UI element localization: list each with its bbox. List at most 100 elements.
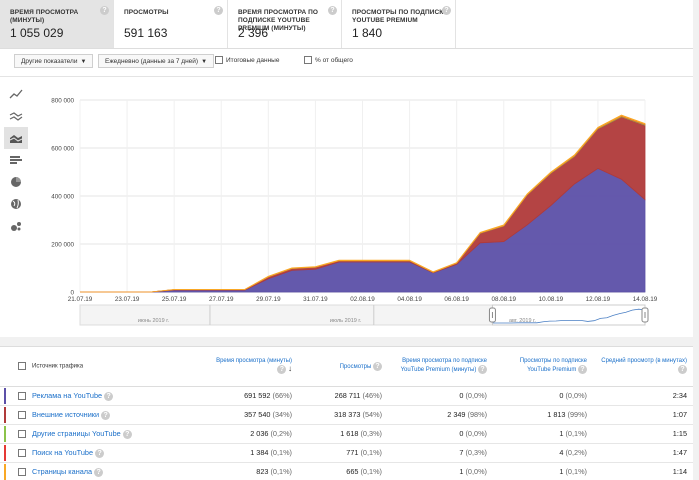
y-tick-label: 200 000 (51, 242, 74, 249)
metric-label: ПРОСМОТРЫ ПО ПОДПИСКЕ YOUTUBE PREMIUM (352, 9, 448, 24)
help-icon[interactable]: ? (678, 365, 687, 375)
other-metrics-dropdown[interactable]: Другие показатели ▼ (14, 54, 94, 68)
pie-chart-icon[interactable] (4, 171, 28, 193)
navigator-month-label: июль 2019 г. (330, 318, 362, 324)
avg-duration-cell: 1:47 (593, 443, 693, 463)
help-icon[interactable]: ? (122, 429, 132, 439)
traffic-source-table: Источник трафика Время просмотра (минуты… (0, 347, 693, 480)
premium-time-cell: 0 (0,0%) (388, 424, 493, 444)
percent-checkbox[interactable]: % от общего (304, 56, 353, 64)
x-tick-label: 14.08.19 (633, 296, 658, 303)
checkbox-box[interactable] (304, 56, 312, 64)
cell-value: 1 384 (250, 448, 269, 457)
source-link[interactable]: Внешние источники (32, 409, 100, 419)
help-icon[interactable]: ? (373, 361, 382, 371)
row-checkbox[interactable] (18, 448, 26, 457)
premium-time-cell: 7 (0,3%) (388, 443, 493, 463)
totals-checkbox[interactable]: Итоговые данные (215, 56, 279, 64)
cell-percent: (0,1%) (270, 448, 293, 457)
premium-views-cell: 1 (0,1%) (493, 462, 593, 480)
help-icon[interactable]: ? (100, 6, 109, 15)
cell-percent: (46%) (362, 391, 382, 400)
column-header-avg-duration[interactable]: Средний просмотр (в минутах) ? (593, 347, 693, 387)
help-icon[interactable]: ? (442, 6, 451, 15)
cell-value: 1 618 (340, 429, 359, 438)
help-icon[interactable]: ? (101, 410, 111, 420)
cell-value: 2:34 (672, 391, 687, 400)
chart-toolbar: Другие показатели ▼ Ежедневно (данные за … (0, 49, 693, 75)
metric-value: 1 840 (352, 26, 383, 40)
views-cell: 318 373 (54%) (298, 405, 388, 425)
premium-views-cell: 0 (0,0%) (493, 386, 593, 406)
cell-percent: (54%) (362, 410, 382, 419)
column-header-watch-time[interactable]: Время просмотра (минуты) ? ↓ (200, 347, 298, 387)
watch-time-cell: 2 036 (0,2%) (200, 424, 298, 444)
metric-tab-premium-watch-time[interactable]: ВРЕМЯ ПРОСМОТРА ПО ПОДПИСКЕ YOUTUBE PREM… (228, 0, 342, 48)
x-tick-label: 02.08.19 (350, 296, 375, 303)
period-dropdown[interactable]: Ежедневно (данные за 7 дней) ▼ (98, 54, 215, 68)
sort-desc-icon[interactable]: ↓ (288, 364, 292, 374)
row-checkbox[interactable] (18, 410, 26, 419)
series-area-4[interactable] (80, 114, 646, 293)
help-icon[interactable]: ? (478, 365, 487, 375)
cell-percent: (99%) (567, 410, 587, 419)
multi-line-icon[interactable] (4, 105, 28, 127)
views-cell: 771 (0,1%) (298, 443, 388, 463)
bubble-chart-icon[interactable] (4, 215, 28, 237)
help-icon[interactable]: ? (277, 365, 287, 375)
premium-views-cell: 4 (0,2%) (493, 443, 593, 463)
metric-label: ВРЕМЯ ПРОСМОТРА (МИНУТЫ) (10, 9, 79, 24)
cell-value: 357 540 (244, 410, 271, 419)
help-icon[interactable]: ? (214, 6, 223, 15)
stacked-area-icon[interactable] (4, 127, 28, 149)
select-all-checkbox[interactable] (18, 361, 26, 370)
checkbox-label: Итоговые данные (226, 56, 280, 64)
help-icon[interactable]: ? (95, 448, 105, 458)
help-icon[interactable]: ? (104, 391, 114, 401)
row-checkbox[interactable] (18, 467, 26, 476)
metric-value: 1 055 029 (10, 26, 64, 40)
cell-percent: (0,2%) (270, 429, 293, 438)
metric-tab-premium-views[interactable]: ПРОСМОТРЫ ПО ПОДПИСКЕ YOUTUBE PREMIUM 1 … (342, 0, 456, 48)
table-row: Реклама на YouTube ? 691 592 (66%) 268 711… (0, 386, 693, 406)
map-icon[interactable] (4, 193, 28, 215)
cell-percent: (0,3%) (360, 429, 383, 438)
watch-time-cell: 1 384 (0,1%) (200, 443, 298, 463)
help-icon[interactable]: ? (94, 467, 104, 477)
column-header-premium-views[interactable]: Просмотры по подписке YouTube Premium ? (493, 347, 593, 387)
views-cell: 1 618 (0,3%) (298, 424, 388, 444)
avg-duration-cell: 1:15 (593, 424, 693, 444)
source-link[interactable]: Поиск на YouTube (32, 447, 94, 457)
cell-value: 4 (559, 448, 564, 457)
y-tick-label: 400 000 (51, 194, 74, 201)
row-checkbox[interactable] (18, 429, 26, 438)
x-tick-label: 04.08.19 (397, 296, 422, 303)
series-color-bar (4, 406, 6, 423)
watch-time-cell: 823 (0,1%) (200, 462, 298, 480)
help-icon[interactable]: ? (578, 365, 587, 375)
metric-tab-watch-time[interactable]: ВРЕМЯ ПРОСМОТРА (МИНУТЫ) 1 055 029 ? (0, 0, 114, 48)
metric-tab-views[interactable]: ПРОСМОТРЫ 591 163 ? (114, 0, 228, 48)
source-link[interactable]: Реклама на YouTube (32, 390, 103, 400)
cell-value: 771 (346, 448, 359, 457)
header-label: Источник трафика (32, 363, 84, 370)
line-chart-icon[interactable] (4, 83, 28, 105)
column-header-premium-watch-time[interactable]: Время просмотра по подписке YouTube Prem… (388, 347, 493, 387)
row-checkbox[interactable] (18, 391, 26, 400)
navigator-month-label: июнь 2019 г. (138, 318, 170, 324)
cell-percent: (0,2%) (565, 448, 588, 457)
header-label: Средний просмотр (в минутах) (601, 357, 687, 364)
chart-type-selector (4, 83, 28, 237)
help-icon[interactable]: ? (328, 6, 337, 15)
source-link[interactable]: Другие страницы YouTube (32, 428, 121, 438)
header-label: Просмотры (339, 363, 372, 370)
premium-time-cell: 0 (0,0%) (388, 386, 493, 406)
checkbox-box[interactable] (215, 56, 223, 64)
source-link[interactable]: Страницы канала (32, 466, 93, 476)
bar-chart-icon[interactable] (4, 149, 28, 171)
premium-time-cell: 1 (0,0%) (388, 462, 493, 480)
checkbox-label: % от общего (315, 56, 353, 64)
cell-percent: (0,1%) (565, 467, 588, 476)
caret-down-icon: ▼ (201, 59, 208, 65)
column-header-views[interactable]: Просмотры ? (298, 347, 388, 387)
